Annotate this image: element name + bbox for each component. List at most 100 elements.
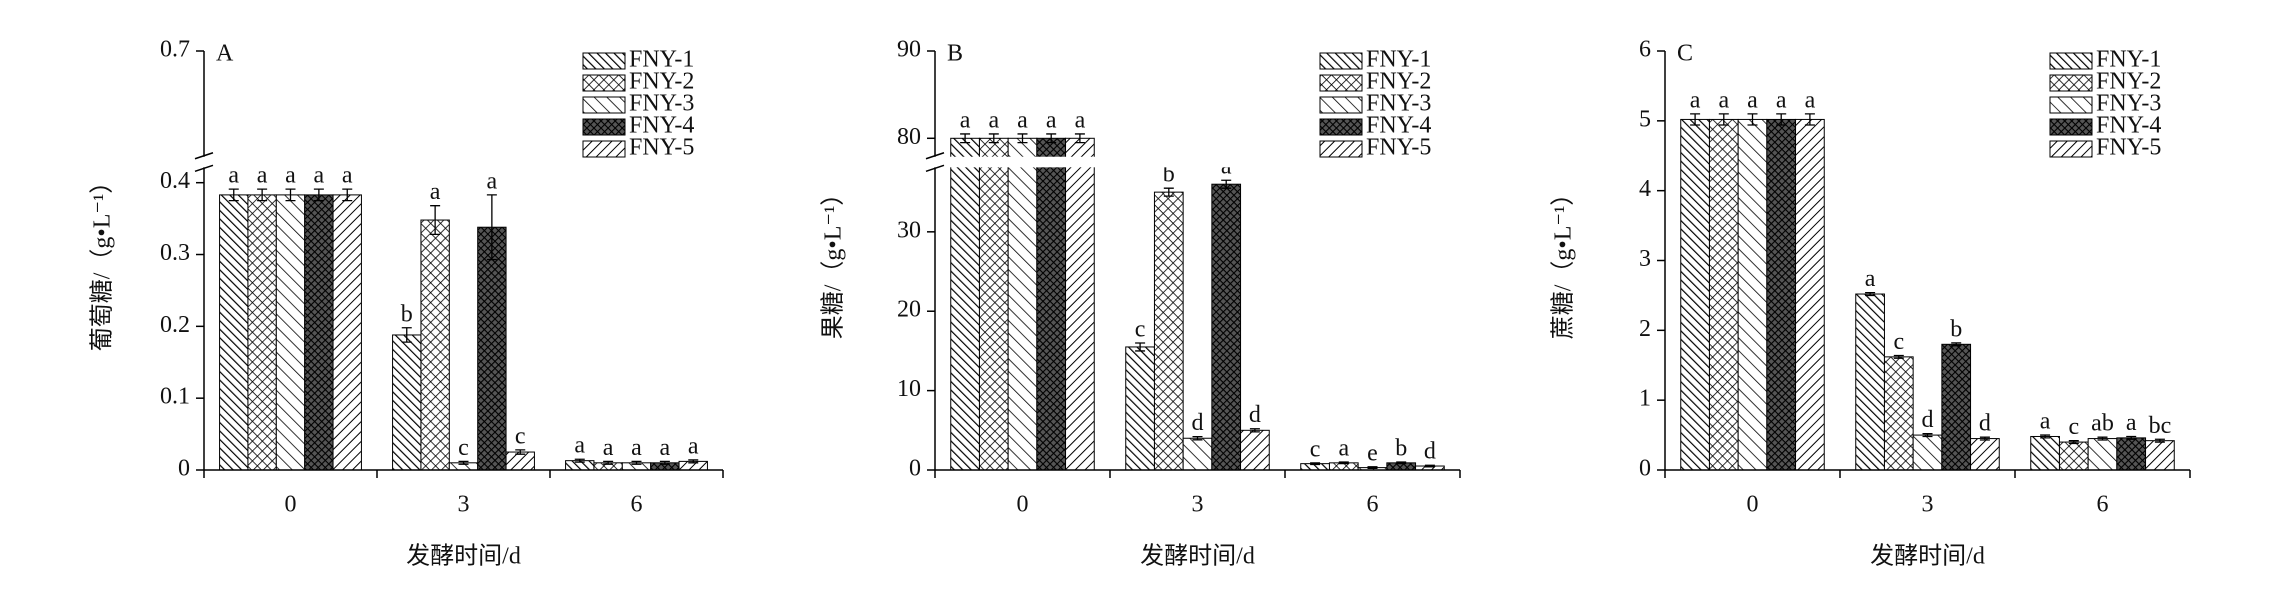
error-bar bbox=[1396, 461, 1407, 465]
axis-break-mark bbox=[194, 152, 214, 160]
error-bar bbox=[1367, 466, 1378, 470]
y-tick-label: 0.3 bbox=[160, 240, 190, 266]
bar bbox=[2145, 440, 2175, 471]
legend-label: FNY-4 bbox=[1366, 113, 1431, 139]
legend-label: FNY-5 bbox=[629, 135, 694, 161]
y-tick-label: 0.4 bbox=[160, 168, 190, 194]
bar bbox=[1912, 434, 1943, 471]
significance-letter: a bbox=[631, 435, 642, 461]
significance-letter: a bbox=[660, 435, 671, 461]
bar bbox=[219, 194, 249, 471]
significance-letter: a bbox=[487, 168, 498, 194]
legend-swatch bbox=[2049, 52, 2093, 70]
significance-letter: c bbox=[1893, 329, 1904, 355]
significance-letter: a bbox=[2040, 409, 2051, 435]
y-tick-label: 4 bbox=[1639, 176, 1651, 202]
x-tick-label: 0 bbox=[285, 492, 297, 518]
axis-break bbox=[192, 156, 723, 168]
bar bbox=[1941, 343, 1972, 471]
error-bar bbox=[1690, 113, 1701, 126]
significance-letter: a bbox=[228, 163, 239, 189]
significance-letter: a bbox=[988, 107, 999, 133]
y-tick-label: 1 bbox=[1639, 386, 1651, 412]
y-tick-label: 0.1 bbox=[160, 384, 190, 410]
legend-swatch bbox=[2049, 74, 2093, 92]
axis-break bbox=[923, 156, 1460, 168]
y-axis-label: 蔗糖/（g•L⁻¹） bbox=[1550, 182, 1577, 340]
error-bar bbox=[257, 188, 268, 202]
significance-letter: d bbox=[1192, 410, 1204, 436]
x-tick-label: 0 bbox=[1747, 492, 1759, 518]
significance-letter: bc bbox=[2149, 413, 2172, 439]
legend-swatch bbox=[1319, 52, 1363, 70]
error-bar bbox=[313, 188, 324, 202]
significance-letter: a bbox=[2126, 410, 2137, 436]
error-bar bbox=[1893, 354, 1904, 359]
y-tick-label: 80 bbox=[897, 124, 921, 150]
error-bar bbox=[401, 327, 412, 343]
axis-break-mark bbox=[925, 164, 945, 173]
error-bar bbox=[1017, 133, 1028, 144]
bar bbox=[1766, 118, 1797, 471]
bar bbox=[1680, 118, 1710, 471]
significance-letter: c bbox=[515, 423, 526, 449]
legend-label: FNY-1 bbox=[1366, 47, 1431, 73]
y-tick-label: 30 bbox=[897, 217, 921, 243]
error-bar bbox=[2126, 435, 2137, 440]
legend-label: FNY-4 bbox=[629, 113, 694, 139]
significance-letter: a bbox=[688, 433, 699, 459]
error-bar bbox=[1310, 462, 1321, 466]
x-axis-label: 发酵时间/d bbox=[1870, 543, 1985, 570]
error-bar bbox=[1718, 113, 1729, 126]
legend-swatch bbox=[582, 52, 626, 70]
x-axis-label: 发酵时间/d bbox=[1140, 543, 1255, 570]
significance-letter: a bbox=[342, 163, 353, 189]
bar bbox=[1211, 183, 1242, 471]
error-bar bbox=[1979, 436, 1990, 441]
bar bbox=[392, 334, 422, 471]
significance-letter: b bbox=[1395, 436, 1407, 462]
legend-label: FNY-4 bbox=[2096, 113, 2161, 139]
legend-swatch bbox=[582, 74, 626, 92]
y-tick-label: 0.2 bbox=[160, 312, 190, 338]
bar bbox=[247, 194, 277, 471]
x-tick-label: 3 bbox=[1192, 492, 1204, 518]
bar bbox=[1182, 437, 1213, 471]
x-tick-label: 3 bbox=[458, 492, 470, 518]
legend-label: FNY-5 bbox=[2096, 135, 2161, 161]
significance-letter: e bbox=[1367, 440, 1378, 466]
bar bbox=[1737, 118, 1768, 471]
legend-label: FNY-2 bbox=[1366, 69, 1431, 95]
error-bar bbox=[2097, 436, 2108, 441]
significance-letter: d bbox=[1922, 407, 1934, 433]
bar bbox=[304, 194, 334, 471]
bar bbox=[2030, 435, 2060, 471]
significance-letter: a bbox=[574, 433, 585, 459]
x-tick-label: 3 bbox=[1922, 492, 1934, 518]
bar bbox=[275, 194, 306, 471]
legend-label: FNY-1 bbox=[629, 47, 694, 73]
significance-letter: a bbox=[1690, 87, 1701, 113]
significance-letter: a bbox=[430, 179, 441, 205]
y-tick-label: 3 bbox=[1639, 246, 1651, 272]
legend-swatch bbox=[2049, 96, 2093, 114]
bar bbox=[2087, 438, 2118, 471]
bar bbox=[1036, 137, 1067, 471]
y-tick-label: 90 bbox=[897, 37, 921, 63]
bar bbox=[2116, 437, 2147, 471]
bar bbox=[1240, 429, 1270, 471]
significance-letter: b bbox=[401, 301, 413, 327]
error-bar bbox=[659, 460, 670, 465]
significance-letter: c bbox=[458, 435, 469, 461]
x-tick-label: 6 bbox=[2097, 492, 2109, 518]
legend-label: FNY-2 bbox=[2096, 69, 2161, 95]
axis-break-mark bbox=[925, 152, 945, 160]
significance-letter: ab bbox=[2091, 411, 2114, 437]
bar bbox=[1007, 137, 1038, 471]
error-bar bbox=[603, 460, 614, 465]
significance-letter: a bbox=[1046, 107, 1057, 133]
x-axis-label: 发酵时间/d bbox=[406, 543, 521, 570]
error-bar bbox=[228, 188, 239, 202]
